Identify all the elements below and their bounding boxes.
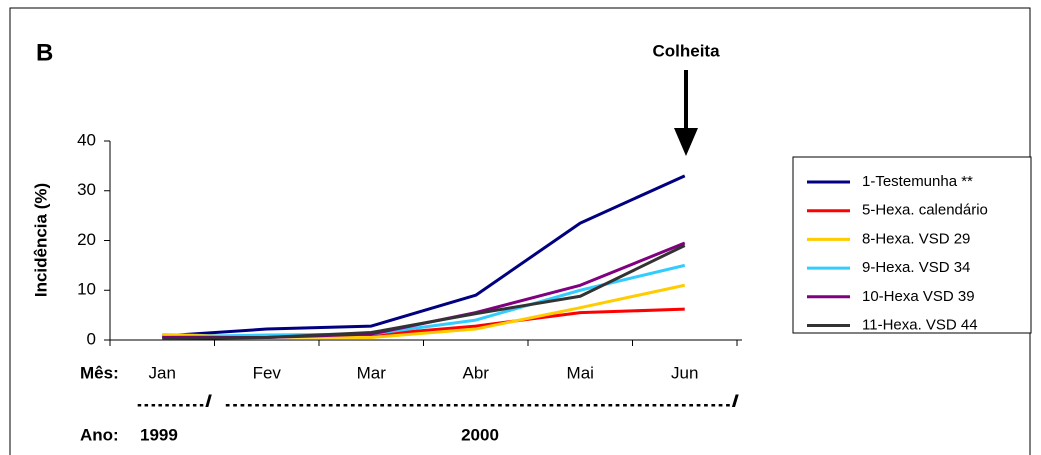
annotation: Colheita — [652, 41, 720, 60]
legend-label: 9-Hexa. VSD 34 — [862, 259, 970, 276]
y-tick-label: 40 — [77, 130, 96, 149]
x-prefix: Mês: — [80, 363, 119, 382]
legend-label: 5-Hexa. calendário — [862, 202, 988, 219]
y-axis-title: Incidência (%) — [31, 183, 50, 297]
y-tick-label: 0 — [87, 329, 96, 348]
harvest-arrowhead — [674, 128, 698, 156]
x-tick-label: Jan — [149, 363, 176, 382]
x-tick-label: Abr — [463, 363, 490, 382]
legend — [792, 156, 1032, 334]
year-label: 2000 — [461, 425, 499, 444]
legend-label: 8-Hexa. VSD 29 — [862, 230, 970, 247]
series-line — [162, 244, 686, 341]
x-tick-label: Mai — [567, 363, 594, 382]
x-tick-label: Fev — [253, 363, 282, 382]
panel-label: B — [36, 39, 53, 66]
x-tick-label: Mar — [357, 363, 387, 382]
y-tick-label: 20 — [77, 230, 96, 249]
series-line — [162, 174, 686, 338]
legend-label: 11-Hexa. VSD 44 — [862, 316, 978, 333]
y-tick-label: 30 — [77, 180, 96, 199]
legend-label: 10-Hexa VSD 39 — [862, 288, 975, 305]
year-label: 1999 — [140, 425, 178, 444]
year-prefix: Ano: — [80, 425, 119, 444]
year-separator: ........................................… — [224, 391, 739, 410]
y-tick-label: 10 — [77, 280, 96, 299]
legend-label: 1-Testemunha ** — [862, 173, 973, 190]
year-separator: ........../ — [136, 391, 212, 410]
x-tick-label: Jun — [671, 363, 698, 382]
